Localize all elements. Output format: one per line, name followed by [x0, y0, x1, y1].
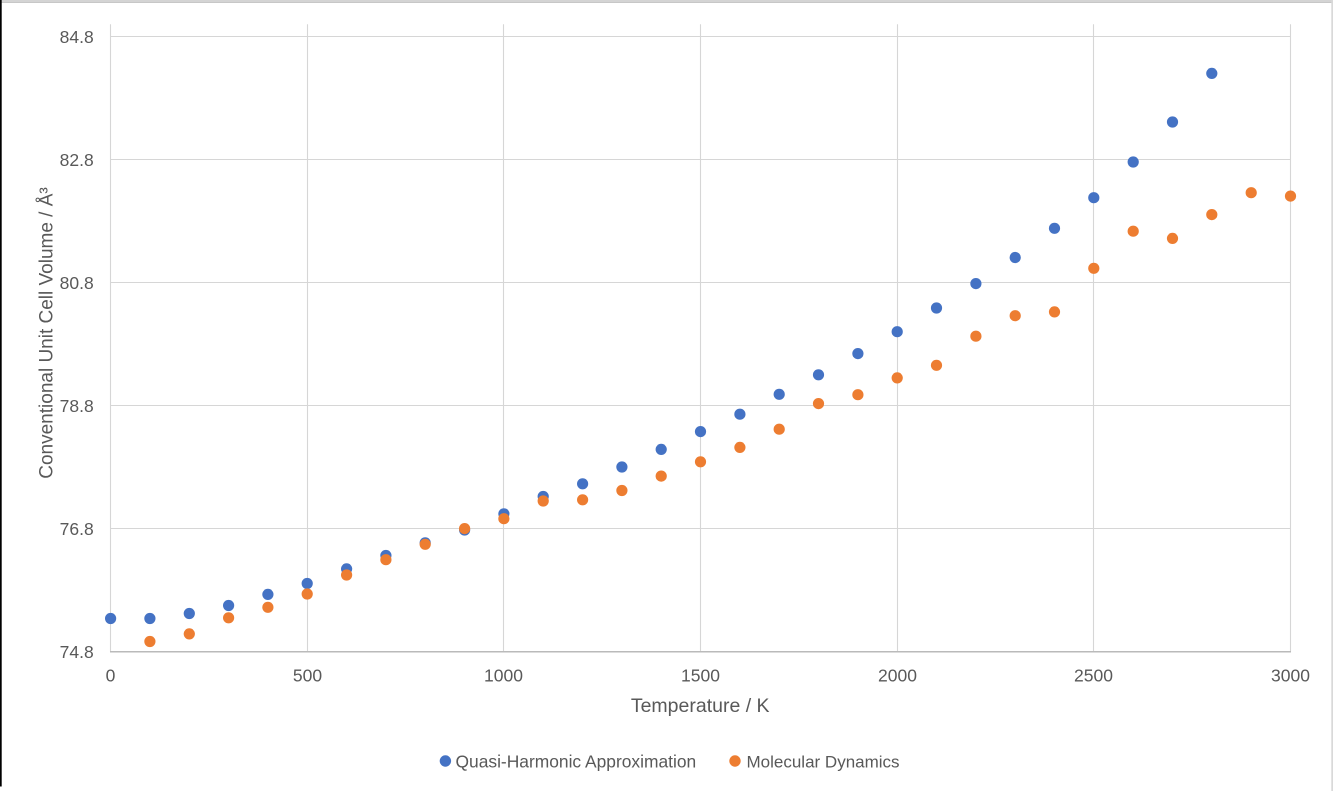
- svg-text:84.8: 84.8: [60, 27, 94, 47]
- svg-text:2500: 2500: [1074, 666, 1113, 686]
- svg-text:Temperature / K: Temperature / K: [631, 695, 770, 717]
- svg-text:0: 0: [106, 666, 116, 686]
- svg-text:3000: 3000: [1271, 666, 1310, 686]
- svg-text:82.8: 82.8: [60, 150, 94, 170]
- svg-text:2000: 2000: [878, 666, 917, 686]
- svg-text:500: 500: [293, 666, 322, 686]
- svg-text:1000: 1000: [484, 666, 523, 686]
- svg-text:78.8: 78.8: [60, 396, 94, 416]
- svg-text:Conventional Unit Cell Volume: Conventional Unit Cell Volume / Å³: [37, 187, 58, 478]
- svg-text:Molecular Dynamics: Molecular Dynamics: [747, 752, 900, 771]
- svg-text:74.8: 74.8: [60, 642, 94, 662]
- svg-text:1500: 1500: [681, 666, 720, 686]
- svg-text:80.8: 80.8: [60, 273, 94, 293]
- svg-text:Quasi-Harmonic Approximation: Quasi-Harmonic Approximation: [456, 751, 697, 771]
- svg-text:76.8: 76.8: [60, 519, 94, 539]
